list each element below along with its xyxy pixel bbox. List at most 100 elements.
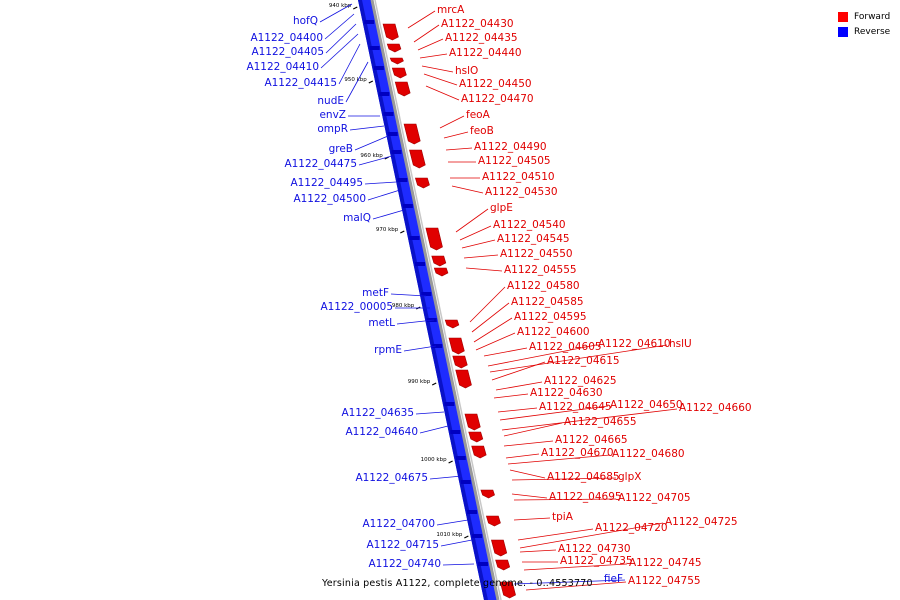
forward-gene-label: feoB [470, 125, 494, 137]
forward-gene-label: A1122_04660 [679, 402, 752, 414]
legend-label-reverse: Reverse [854, 26, 891, 37]
reverse-feature [415, 262, 426, 266]
forward-feature [391, 67, 407, 79]
forward-leader-line [507, 454, 611, 465]
forward-leader-line [517, 528, 594, 541]
forward-leader-line [513, 517, 551, 521]
legend-swatch-reverse [838, 26, 848, 37]
reverse-gene-label: ompR [317, 123, 348, 135]
forward-gene-label: A1122_04680 [612, 448, 685, 460]
reverse-feature [421, 292, 432, 296]
scale-tick-label: 940 kbp [329, 3, 352, 9]
scale-tick-label: 1010 kbp [436, 532, 462, 538]
reverse-gene-label: fieF [604, 573, 623, 585]
forward-leader-line [511, 493, 548, 499]
forward-leader-line [497, 407, 538, 413]
scale-tick-label: 1000 kbp [421, 457, 447, 463]
reverse-gene-label: rpmE [374, 344, 402, 356]
forward-feature [414, 177, 430, 189]
forward-leader-line [423, 73, 458, 86]
forward-feature [403, 123, 421, 145]
forward-gene-label: A1122_04705 [618, 492, 691, 504]
reverse-gene-label: A1122_04675 [355, 472, 428, 484]
reverse-leader-line [354, 135, 389, 151]
reverse-feature [472, 534, 483, 538]
reverse-feature [402, 204, 413, 208]
reverse-gene-label: A1122_04640 [345, 426, 418, 438]
forward-gene-label: A1122_04470 [461, 93, 534, 105]
forward-gene-label: A1122_04490 [474, 141, 547, 153]
reverse-leader-line [364, 181, 397, 185]
reverse-feature [432, 344, 443, 348]
reverse-gene-label: A1122_04740 [368, 558, 441, 570]
forward-features [382, 23, 516, 599]
forward-leader-line [487, 344, 597, 367]
forward-gene-label: mrcA [437, 4, 465, 16]
forward-gene-label: A1122_04430 [441, 18, 514, 30]
reverse-gene-label: A1122_04405 [251, 46, 324, 58]
forward-feature [464, 413, 481, 431]
reverse-leader-line [440, 539, 473, 547]
scale-tick [352, 6, 358, 10]
reverse-leader-line [320, 33, 359, 69]
reverse-feature [383, 112, 394, 116]
reverse-gene-label: nudE [317, 95, 344, 107]
reverse-leader-line [429, 475, 463, 480]
reverse-leader-line [319, 3, 353, 23]
forward-leader-line [407, 10, 436, 29]
forward-feature [433, 267, 449, 277]
forward-feature [409, 149, 426, 169]
reverse-feature [450, 430, 461, 434]
forward-gene-label: A1122_04435 [445, 32, 518, 44]
forward-gene-label: A1122_04595 [514, 311, 587, 323]
reverse-feature [460, 480, 471, 484]
reverse-gene-label: A1122_04400 [250, 32, 323, 44]
reverse-gene-label: A1122_04475 [284, 158, 357, 170]
reverse-feature [364, 20, 375, 24]
forward-feature [499, 581, 516, 599]
forward-leader-line [513, 498, 617, 501]
forward-leader-line [499, 405, 609, 421]
forward-gene-label: A1122_04665 [555, 434, 628, 446]
forward-gene-label: A1122_04540 [493, 219, 566, 231]
reverse-leader-line [436, 519, 469, 526]
forward-leader-line [493, 393, 529, 399]
reverse-feature [467, 510, 478, 514]
forward-gene-label: tpiA [552, 511, 574, 523]
forward-gene-label: A1122_04605 [529, 341, 602, 353]
reverse-gene-label: metL [368, 317, 395, 329]
forward-leader-line [491, 361, 546, 381]
forward-gene-label: A1122_04555 [504, 264, 577, 276]
scale-tick-label: 970 kbp [376, 227, 399, 233]
forward-leader-line [463, 254, 499, 259]
forward-leader-line [417, 38, 444, 51]
forward-leader-line [523, 563, 628, 571]
forward-leader-line [471, 302, 510, 333]
reverse-feature [397, 178, 408, 182]
reverse-leader-line [345, 61, 369, 103]
forward-gene-label: hslU [669, 338, 692, 350]
reverse-leader-line [324, 13, 355, 40]
forward-feature [471, 445, 487, 459]
backbone-line-inner [374, 0, 502, 600]
reverse-gene-label: malQ [343, 212, 371, 224]
forward-gene-label: glpX [618, 471, 641, 483]
reverse-leader-line [396, 319, 435, 325]
scale-tick [464, 535, 469, 539]
forward-feature [468, 431, 484, 443]
reverse-leader-line [419, 425, 449, 434]
forward-feature [448, 337, 465, 355]
forward-leader-line [509, 469, 546, 479]
reverse-leader-line [390, 293, 427, 297]
forward-gene-label: hslO [455, 65, 478, 77]
forward-gene-label: A1122_04730 [558, 543, 631, 555]
forward-feature [389, 57, 404, 65]
forward-feature [386, 43, 402, 53]
forward-feature [444, 319, 460, 329]
forward-feature [480, 489, 495, 499]
gene-labels: mrcA A1122_04430 A1122_04435 A1122_04440hsl… [246, 4, 751, 587]
reverse-features [364, 20, 489, 566]
forward-gene-label: A1122_04585 [511, 296, 584, 308]
forward-leader-line [473, 317, 513, 343]
scale-tick-label: 960 kbp [360, 153, 383, 159]
